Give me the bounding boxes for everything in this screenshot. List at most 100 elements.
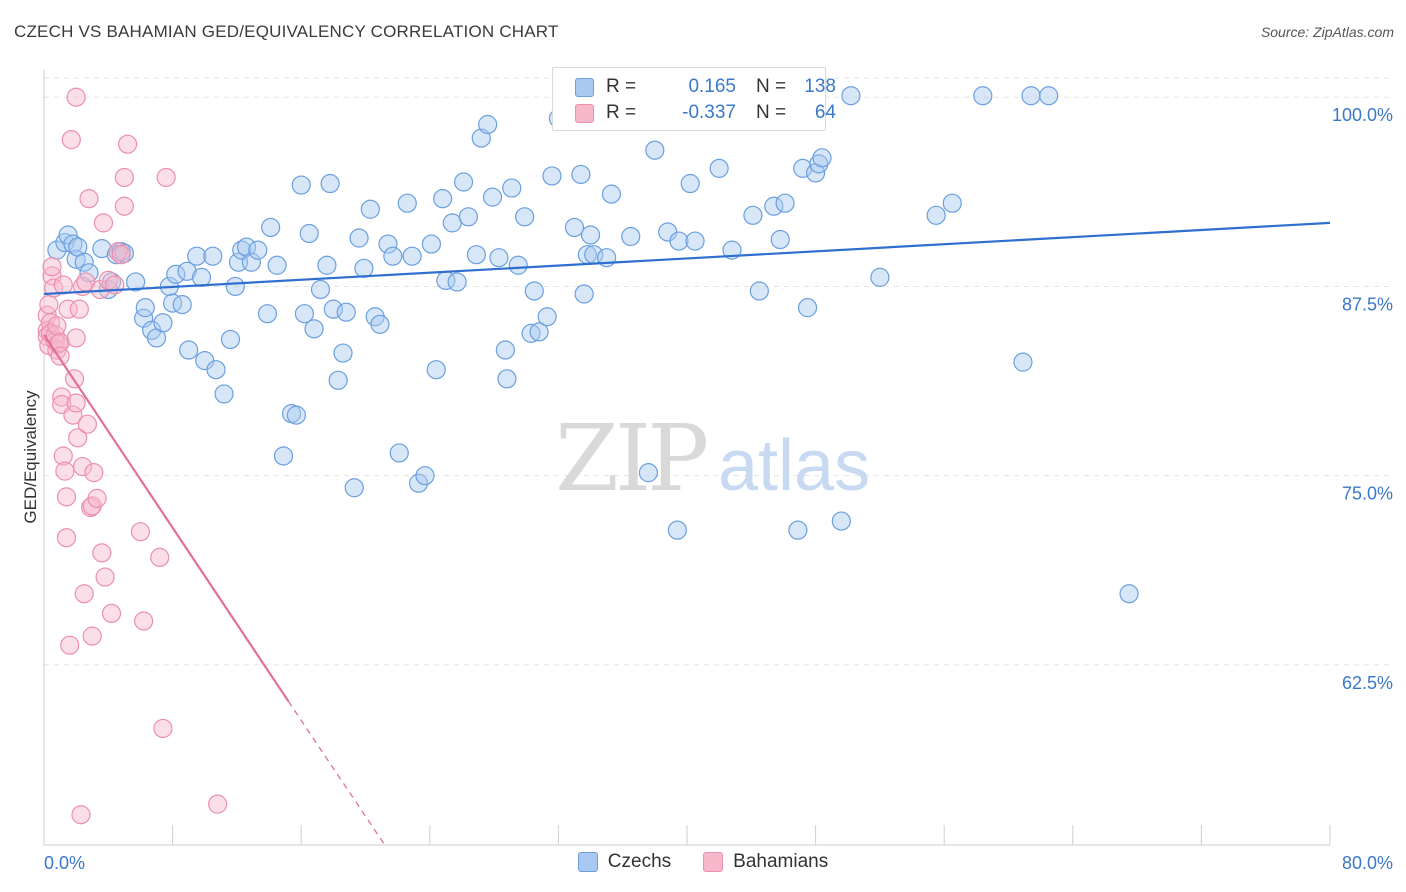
legend-row-czechs: R = 0.165 N = 138 — [575, 76, 836, 98]
czech-point — [397, 193, 417, 213]
czech-point — [415, 466, 435, 486]
bahamian-point — [50, 332, 70, 353]
bahamian-point — [68, 428, 88, 448]
czech-point — [831, 511, 851, 531]
x-tick-label-max: 80.0% — [1342, 853, 1393, 873]
bahamian-point — [134, 611, 154, 631]
czech-point — [241, 252, 261, 272]
czech-point — [1039, 86, 1059, 106]
czech-point — [809, 154, 829, 174]
czech-point — [515, 207, 535, 227]
axis-layer — [43, 70, 1331, 846]
series-legend-czechs: Czechs — [577, 851, 672, 873]
czech-point — [286, 405, 306, 425]
legend-n-value: 138 — [804, 76, 836, 97]
czech-point — [336, 302, 356, 322]
bahamian-point — [39, 295, 59, 315]
y-tick-label: 75.0% — [1342, 484, 1393, 504]
czech-point — [645, 140, 665, 160]
czech-point — [153, 313, 173, 333]
czech-point — [770, 229, 790, 250]
legend-r-label: R = — [606, 76, 637, 97]
czech-point — [273, 446, 294, 466]
czech-point — [320, 173, 340, 194]
czech-point — [621, 226, 641, 247]
bahamian-point — [56, 528, 77, 548]
chart-source: Source: ZipAtlas.com — [1260, 24, 1394, 40]
legend-n-label: N = — [756, 76, 787, 97]
legend-r-value: -0.337 — [682, 102, 736, 123]
czech-point — [797, 298, 818, 318]
czech-point — [841, 86, 861, 106]
y-tick-label: 100.0% — [1332, 105, 1393, 125]
czech-point — [360, 199, 380, 219]
watermark-zip: ZIP — [555, 405, 706, 512]
bahamian-point — [66, 328, 86, 348]
bahamian-point — [60, 635, 80, 655]
czech-point — [177, 261, 197, 281]
series-legend-bahamians: Bahamians — [703, 851, 828, 873]
bahamian-point — [111, 245, 131, 265]
czech-point — [529, 322, 549, 342]
czech-point — [206, 360, 226, 380]
czech-point — [508, 255, 528, 275]
bahamian-trend-line — [43, 334, 290, 702]
czech-point — [442, 213, 462, 233]
czech-point — [354, 258, 374, 278]
series-legend: Czechs Bahamians — [0, 851, 1406, 873]
czech-point — [166, 264, 186, 284]
bahamian-point — [208, 794, 228, 814]
czech-point — [92, 239, 112, 259]
czech-point — [453, 172, 474, 192]
trend-layer — [43, 221, 1331, 846]
czech-point — [433, 189, 453, 209]
series-swatch-czechs — [577, 852, 598, 872]
czech-point — [788, 520, 808, 540]
y-tick-label: 62.5% — [1342, 673, 1393, 693]
czech-points — [47, 86, 1139, 604]
czech-point — [973, 86, 993, 106]
czech-point — [447, 272, 467, 292]
bahamian-point — [153, 718, 173, 739]
bahamian-point — [93, 213, 114, 233]
czech-point — [497, 369, 517, 389]
czech-point — [458, 207, 478, 227]
bahamian-point — [92, 543, 112, 563]
bahamian-point — [42, 257, 62, 277]
bahamian-point — [82, 626, 102, 646]
czech-point — [482, 187, 503, 207]
series-swatch-bahamians — [703, 852, 724, 872]
czech-point — [466, 245, 487, 265]
chart-title: CZECH VS BAHAMIAN GED/EQUIVALENCY CORREL… — [14, 22, 559, 41]
watermark-atlas: atlas — [718, 426, 870, 506]
czech-point — [114, 243, 134, 263]
czech-point — [667, 520, 687, 540]
czech-point — [248, 240, 268, 260]
czech-point — [328, 370, 348, 390]
czech-point — [74, 252, 94, 272]
czech-point — [926, 205, 946, 225]
bahamian-point — [53, 446, 73, 466]
czech-point — [349, 228, 369, 248]
x-tick-label-min: 0.0% — [44, 853, 85, 873]
czech-point — [191, 267, 212, 287]
legend-swatch-bahamians — [575, 103, 594, 123]
czech-point — [812, 148, 832, 168]
bahamian-point — [66, 87, 86, 107]
series-label-czechs: Czechs — [607, 851, 672, 872]
bahamian-point — [55, 461, 75, 481]
bahamian-point — [84, 463, 104, 483]
legend-n-label: N = — [756, 102, 787, 123]
czech-point — [793, 158, 813, 178]
bahamian-point — [71, 805, 91, 825]
bahamian-point — [117, 134, 138, 154]
bahamian-point — [47, 316, 67, 336]
czech-point — [542, 166, 562, 186]
bahamian-point — [79, 189, 99, 209]
legend-n-value: 64 — [814, 102, 836, 123]
czech-point — [426, 360, 446, 380]
czech-point — [203, 246, 223, 266]
czech-point — [574, 284, 594, 304]
czech-point — [333, 343, 353, 363]
bahamian-trend-extension — [287, 700, 386, 846]
